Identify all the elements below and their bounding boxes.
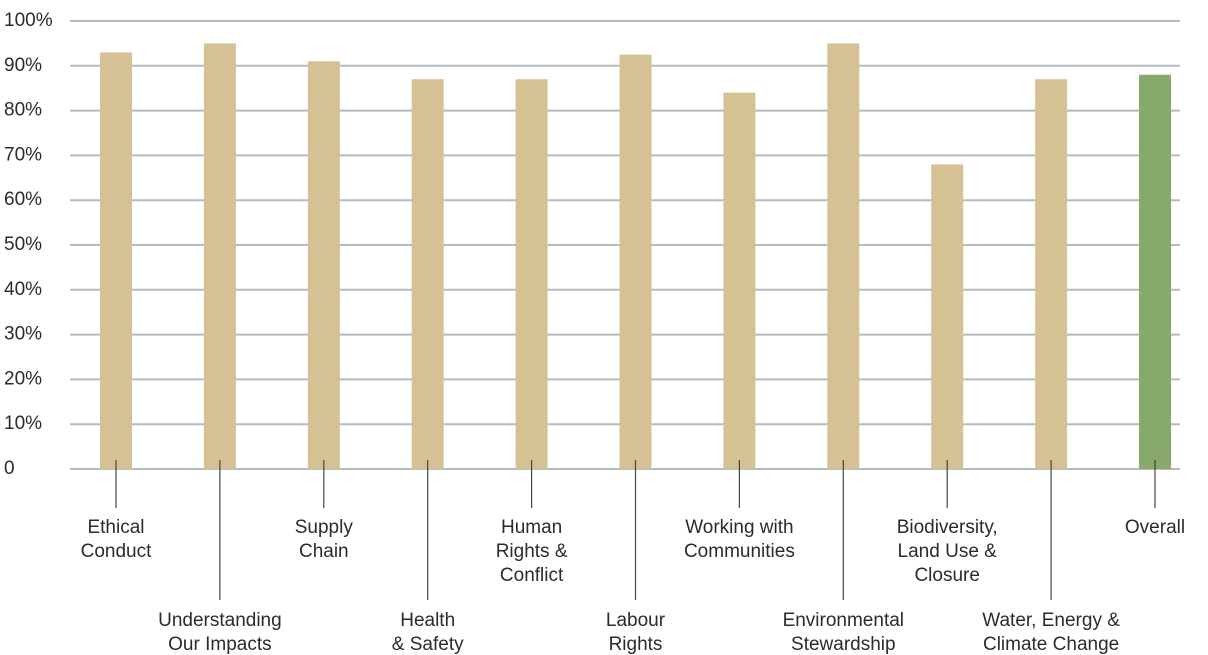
y-tick-label: 30% xyxy=(4,324,42,345)
y-tick-label: 80% xyxy=(4,100,42,121)
y-tick-label: 20% xyxy=(4,368,42,389)
y-tick-label: 0 xyxy=(4,458,15,479)
x-tick-label: Health & Safety xyxy=(392,610,464,655)
bar xyxy=(1139,74,1171,469)
x-tick-label: Labour Rights xyxy=(606,610,666,655)
bar xyxy=(515,79,548,470)
x-tick-label: Human Rights & Conflict xyxy=(496,517,568,586)
x-tick-label: Environmental Stewardship xyxy=(783,610,904,655)
x-tick-label: Water, Energy & Climate Change xyxy=(982,610,1120,655)
x-tick-label: Supply Chain xyxy=(295,517,354,562)
y-tick-label: 90% xyxy=(4,55,42,76)
x-tick-label: Overall xyxy=(1125,517,1185,538)
bar xyxy=(411,79,444,470)
y-tick-label: 50% xyxy=(4,234,42,255)
y-tick-label: 40% xyxy=(4,279,42,300)
bar xyxy=(723,92,756,470)
bar xyxy=(931,164,964,470)
y-tick-label: 100% xyxy=(4,10,53,31)
y-tick-label: 10% xyxy=(4,413,42,434)
bar xyxy=(307,61,340,469)
bar xyxy=(203,43,236,470)
y-tick-label: 60% xyxy=(4,189,42,210)
bar xyxy=(827,43,860,470)
bar xyxy=(619,54,652,469)
bar xyxy=(100,52,132,470)
bar xyxy=(1035,79,1068,470)
x-tick-label: Ethical Conduct xyxy=(81,517,152,562)
y-tick-label: 70% xyxy=(4,144,42,165)
x-tick-label: Understanding Our Impacts xyxy=(158,610,282,655)
x-tick-label: Working with Communities xyxy=(684,517,795,562)
x-tick-label: Biodiversity, Land Use & Closure xyxy=(897,517,998,586)
